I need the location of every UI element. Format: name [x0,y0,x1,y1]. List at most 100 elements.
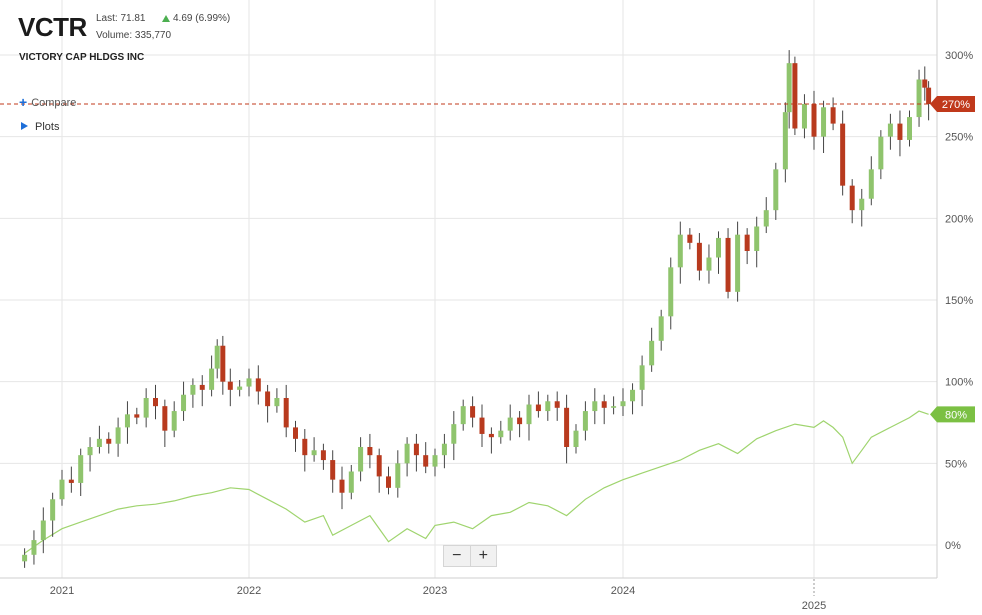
candle-body [696,242,702,271]
candle-body [214,345,220,369]
candle-body [735,234,741,292]
last-value-tag: 270% [942,99,970,111]
candle-body [358,447,364,472]
candle-body [878,136,884,170]
candle-body [849,185,855,211]
candle-body [320,450,326,461]
candle-body [545,401,551,412]
candle-body [620,401,626,407]
candle-body [171,411,177,431]
candle-body [50,499,56,521]
candle-body [413,443,419,456]
candle-body [573,430,579,447]
y-tick-label: 200% [945,213,973,225]
candle-body [859,198,865,211]
candle-body [190,384,196,395]
compare-button[interactable]: + Compare [19,94,76,110]
candle-body [348,471,354,493]
candle-body [302,438,308,456]
price-change: 4.69 (6.99%) [162,13,230,24]
candle-body [754,226,760,251]
candle-body [611,406,617,408]
candle-body [773,169,779,211]
candle-body [143,398,149,418]
ticker-symbol: VCTR [18,12,87,42]
candle-body [293,427,298,439]
candle-body [926,87,932,104]
y-tick-label: 300% [945,50,973,62]
candle-body [432,455,438,467]
candle-body [922,79,928,88]
x-tick-label: 2023 [423,585,447,597]
zoom-out-button[interactable]: − [444,546,471,566]
candle-body [868,169,874,199]
candle-body [87,447,93,456]
candle-body [564,407,570,447]
candle-body [115,427,121,444]
candle-body [782,112,788,170]
benchmark-line [24,410,929,554]
candle-body [830,107,836,124]
candle-body [897,123,903,140]
candle-body [763,210,769,227]
candle-body [517,417,523,425]
candle-body [630,389,636,402]
volume: Volume: 335,770 [96,30,172,41]
candle-body [124,414,130,428]
candle-body [395,463,401,488]
candle-body [376,455,382,477]
zoom-in-button[interactable]: + [478,547,488,564]
price-change-value: 4.69 (6.99%) [173,13,231,24]
candle-body [153,398,158,407]
y-tick-label: 0% [945,540,961,552]
candle-body [725,237,731,292]
candle-body [96,438,102,447]
candle-body [106,438,112,444]
candle-body [227,381,233,390]
candle-body [535,404,541,412]
compare-label: Compare [31,97,77,109]
plots-label: Plots [35,121,60,133]
candle-body [786,63,792,113]
y-tick-label: 100% [945,377,973,389]
candle-body [255,378,261,392]
x-tick-label: 2022 [237,585,261,597]
x-tick-label: 2024 [611,585,635,597]
candle-body [649,340,655,366]
last-price: Last: 71.81 [96,13,146,24]
candle-body [367,447,373,456]
plus-icon: + [19,94,28,110]
candle-body [404,443,410,464]
benchmark-value-tag-bg [930,406,975,423]
candle-body [526,404,532,425]
candle-body [339,479,345,493]
zoom-controls: − + [443,545,497,567]
candle-body [658,316,664,341]
candle-body [706,257,712,271]
candle-body [488,433,494,438]
candle-body [554,401,560,408]
candle-body [22,554,28,562]
candle-body [274,398,280,407]
candle-body [311,450,317,456]
candle-body [801,104,807,129]
y-tick-label: 150% [945,295,973,307]
x-tick-label: 2021 [50,585,74,597]
candle-body [582,411,588,431]
candle-body [811,104,817,137]
last-value-tag-bg [930,96,975,112]
candle-body [451,424,457,444]
triangle-right-icon [21,122,28,130]
candle-body [592,401,598,412]
candle-body [668,267,674,317]
candle-body [687,234,693,243]
plots-toggle[interactable]: Plots [21,121,59,133]
up-arrow-icon [162,15,170,22]
candle-body [220,345,226,382]
candle-body [68,479,74,483]
candle-body [31,540,37,555]
candle-body [470,406,476,418]
candle-body [716,237,721,258]
candle-body [507,417,513,431]
